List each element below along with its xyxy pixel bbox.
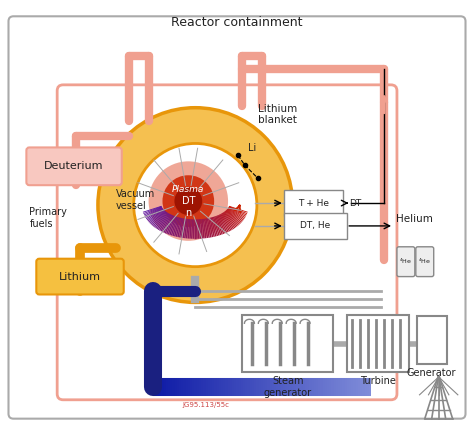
Text: Deuterium: Deuterium [44, 161, 104, 171]
Circle shape [163, 175, 214, 227]
Text: DT: DT [182, 196, 195, 206]
Text: Vacuum
vessel: Vacuum vessel [116, 189, 155, 211]
Text: T + He: T + He [298, 199, 329, 208]
Text: Lithium: Lithium [59, 272, 101, 282]
Text: Helium: Helium [396, 214, 433, 224]
Circle shape [134, 143, 257, 267]
Circle shape [174, 187, 202, 215]
FancyBboxPatch shape [36, 259, 124, 294]
FancyBboxPatch shape [284, 213, 347, 239]
Text: Lithium
blanket: Lithium blanket [258, 104, 297, 125]
Text: Reactor containment: Reactor containment [171, 16, 303, 29]
Circle shape [148, 161, 228, 241]
FancyBboxPatch shape [347, 315, 409, 372]
FancyBboxPatch shape [242, 315, 333, 372]
Text: Li: Li [248, 143, 256, 153]
Text: Plasma: Plasma [172, 184, 204, 193]
FancyBboxPatch shape [284, 190, 343, 216]
Text: JG95.113/55c: JG95.113/55c [182, 402, 229, 408]
FancyBboxPatch shape [417, 316, 447, 364]
FancyBboxPatch shape [9, 16, 465, 419]
FancyBboxPatch shape [416, 247, 434, 276]
Text: DT, He: DT, He [301, 221, 330, 230]
FancyBboxPatch shape [397, 247, 415, 276]
Text: Turbine: Turbine [360, 376, 396, 386]
Text: $^4$He: $^4$He [399, 257, 412, 266]
Circle shape [98, 108, 292, 303]
Text: n: n [185, 208, 191, 218]
Text: $^4$He: $^4$He [418, 257, 431, 266]
FancyBboxPatch shape [57, 85, 397, 400]
Text: DT: DT [349, 199, 362, 208]
FancyBboxPatch shape [27, 147, 122, 185]
Text: Steam
generator: Steam generator [264, 376, 312, 398]
Text: Generator: Generator [407, 368, 456, 378]
Text: Primary
fuels: Primary fuels [29, 207, 67, 229]
